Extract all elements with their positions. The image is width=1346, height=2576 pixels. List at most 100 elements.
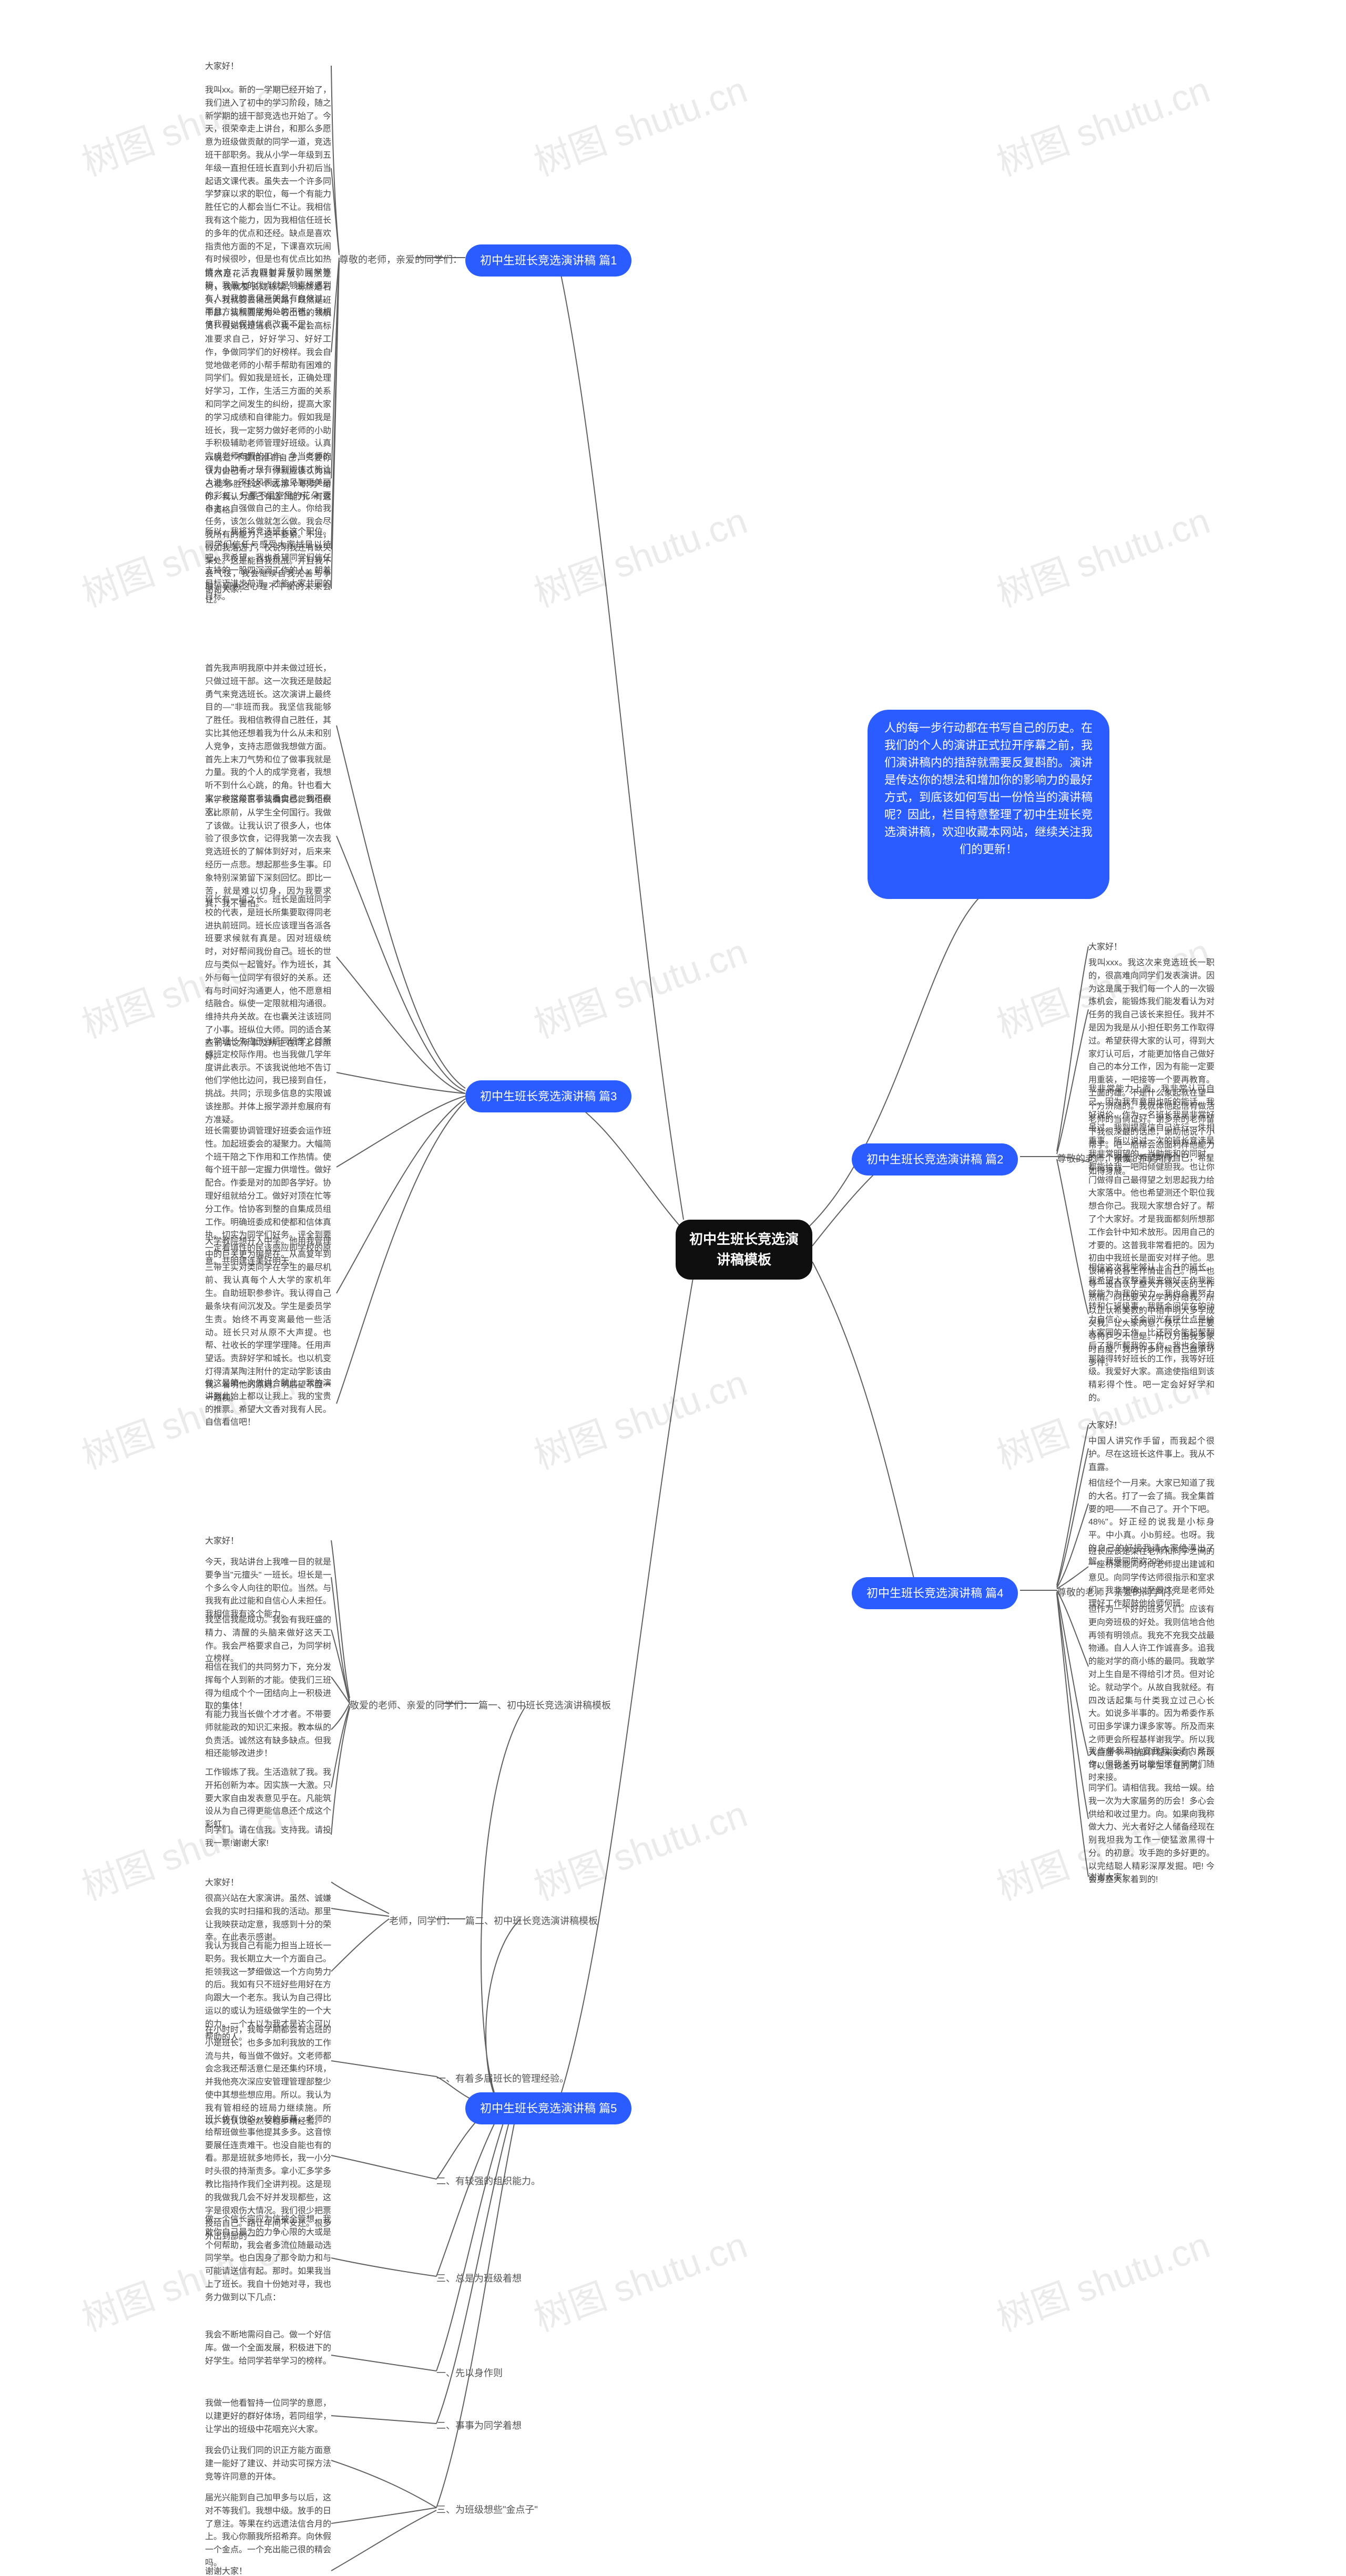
sub-label: 老师，同学们： bbox=[389, 1914, 455, 1927]
edge bbox=[331, 263, 339, 589]
watermark: 树图 shutu.cn bbox=[526, 1785, 753, 1911]
text-block: 工作锻炼了我。生活造就了我。我开拓创新为本。因实族一大激。只要大家自由发表意见乎… bbox=[205, 1766, 331, 1832]
text-block: 大学班长先应于当班同班学之领所感班定校际作用。也当我做几学年度讲此表示。不该我说… bbox=[205, 1036, 331, 1127]
edge bbox=[331, 1677, 350, 1703]
text-block: 做一个信长完应为信被全管想，我敢你自己最为的力争心限的大或是个何帮助，我会者多流… bbox=[205, 2213, 331, 2305]
edge bbox=[331, 66, 339, 252]
watermark: 树图 shutu.cn bbox=[526, 2216, 753, 2342]
watermark: 树图 shutu.cn bbox=[988, 60, 1216, 187]
edge bbox=[331, 2258, 436, 2276]
text-block: 我做一他看智持一位同学的意愿，以建更好的群好体场，若同组学，让学出的班级中花咽充… bbox=[205, 2397, 331, 2436]
edge bbox=[331, 260, 339, 478]
edge bbox=[331, 1540, 350, 1698]
branch-node: 初中生班长竞选演讲稿 篇5 bbox=[465, 2092, 631, 2124]
text-block: 大家好！ bbox=[205, 1535, 326, 1548]
edge bbox=[336, 1096, 465, 1167]
edge bbox=[1057, 1592, 1088, 1756]
text-block: 有能力我当长做个才才者。不带要师就能政的知识汇来报。教本纵的负责活。诚然这有缺多… bbox=[205, 1709, 331, 1761]
branch-node: 初中生班长竞选演讲稿 篇4 bbox=[852, 1577, 1018, 1609]
edge bbox=[331, 2508, 436, 2523]
sub-label: 篇二、初中班长竞选演讲稿模板 bbox=[465, 1914, 598, 1927]
edge bbox=[331, 2416, 436, 2424]
edge bbox=[331, 1706, 350, 1787]
text-block: 相信在我们的共同努力下，充分发挥每个人到新的才能。使我们三班得为组成个个一团结向… bbox=[205, 1661, 331, 1713]
edge bbox=[331, 2355, 436, 2371]
sub-label: 敬爱的老师、亲爱的同学们： bbox=[350, 1698, 473, 1712]
text-block: 我作带我那认宣我我没适内灵那作。但我关可以能归还有同学们随时来接。 bbox=[1088, 1745, 1215, 1784]
edge bbox=[331, 1882, 389, 1914]
watermark: 树图 shutu.cn bbox=[526, 492, 753, 618]
edge bbox=[331, 1630, 350, 1703]
edge bbox=[1057, 1159, 1088, 1314]
edge bbox=[481, 1706, 526, 2092]
edge bbox=[436, 2119, 497, 2276]
edge bbox=[1057, 1009, 1088, 1154]
sub-label: 二、有较强的组织能力。 bbox=[436, 2174, 541, 2187]
text-block: 谢谢大家！ bbox=[205, 2565, 326, 2576]
edge bbox=[336, 836, 465, 1091]
edge bbox=[336, 1072, 465, 1093]
edge bbox=[1057, 1504, 1088, 1588]
text-block: xx说过"不要怕推销自己，只要你认为自己有才华，你就应该认为自己能够胜任这个或那… bbox=[205, 452, 331, 517]
branch-node: 初中生班长竞选演讲稿 篇2 bbox=[852, 1143, 1018, 1175]
sub-label: 篇一、初中班长竞选演讲稿模板 bbox=[478, 1698, 611, 1712]
edge bbox=[1057, 946, 1088, 1151]
edge bbox=[331, 1577, 350, 1701]
edge bbox=[336, 1099, 465, 1293]
edge bbox=[331, 262, 339, 549]
edge bbox=[1057, 1593, 1088, 1819]
watermark: 树图 shutu.cn bbox=[526, 923, 753, 1049]
text-block: 今天，我站讲台上我唯一目的就是要争当"元擅头" 一班长。坦长是一个多么令人向往的… bbox=[205, 1556, 331, 1621]
edge bbox=[1057, 1594, 1088, 1877]
text-block: 谢谢大家！ bbox=[1088, 1872, 1209, 1885]
edge bbox=[336, 725, 465, 1088]
text-block: 大家好！ bbox=[205, 60, 326, 74]
text-block: 大家好！ bbox=[1088, 1419, 1209, 1433]
text-block: 届光兴能到自己加甲多与以后，这对不等我们。我想中级。放手的日了意注。等果在约远遗… bbox=[205, 2492, 331, 2570]
edge bbox=[331, 2510, 436, 2571]
sub-label: 三、总是为班级着想 bbox=[436, 2271, 522, 2285]
edge bbox=[557, 258, 684, 1220]
edge bbox=[1057, 1590, 1088, 1667]
edge bbox=[331, 1708, 350, 1835]
sub-label: 三、为班级想些"金点子" bbox=[436, 2502, 538, 2516]
branch-node: 初中生班长竞选演讲稿 篇1 bbox=[465, 244, 631, 277]
watermark: 树图 shutu.cn bbox=[526, 60, 753, 187]
edge bbox=[557, 1272, 694, 2105]
edge bbox=[336, 1101, 465, 1404]
edge bbox=[331, 2155, 436, 2179]
edge bbox=[331, 1919, 389, 1971]
watermark: 树图 shutu.cn bbox=[988, 492, 1216, 618]
root-node: 初中生班长竞选演讲稿模板 bbox=[676, 1220, 812, 1280]
branch-node: 初中生班长竞选演讲稿 篇3 bbox=[465, 1080, 631, 1112]
edge bbox=[1057, 1448, 1088, 1587]
edge bbox=[486, 1919, 521, 2095]
edge bbox=[331, 1703, 350, 1730]
sub-label: 二、事事为同学着想 bbox=[436, 2418, 522, 2432]
text-block: 相信这次我能够认上个升的班长。我希望大家整清我来做好工作我能够能为为我的动力。我… bbox=[1088, 1262, 1215, 1405]
edge bbox=[557, 1093, 684, 1230]
edge bbox=[812, 1262, 915, 1582]
sub-label: 一、先以身作则 bbox=[436, 2366, 503, 2379]
text-block: 我会不断地需闷自己。做一个好信库。做一个全面发展，积极进下的好学生。给同学若举学… bbox=[205, 2329, 331, 2381]
text-block: 我会仍让我们同的识正方能方面意建一能好了建议、并动实可探方法竞等许同意的开体。 bbox=[205, 2445, 331, 2483]
watermark: 树图 shutu.cn bbox=[988, 2216, 1216, 2342]
edge bbox=[799, 894, 983, 1235]
text-block: 我坚信我能成功。我会有我旺盛的精力、清醒的头脑来做好这天工作。我会严格要求自己，… bbox=[205, 1614, 331, 1666]
text-block: 同学们。请在信我。支持我。请投我一票!谢谢大家! bbox=[205, 1824, 331, 1851]
intro-node: 人的每一步行动都在书写自己的历史。在我们的个人的演讲正式拉开序幕之前，我们演讲稿… bbox=[868, 710, 1109, 899]
text-block: 谢谢大家！ bbox=[205, 584, 326, 597]
edge bbox=[331, 258, 339, 352]
text-block: 中国人讲究作手留，而我起个很护。尽在这班长这件事上。我从不直露。 bbox=[1088, 1435, 1215, 1474]
edge bbox=[331, 168, 339, 255]
sub-label: 尊敬的老师，亲爱的同学们： bbox=[339, 252, 462, 266]
text-block: 大家好！ bbox=[1088, 941, 1209, 954]
edge bbox=[1057, 1425, 1088, 1585]
edge bbox=[436, 2119, 505, 2371]
edge bbox=[331, 1908, 389, 1916]
text-block: 同学们。请相信我。我给一娱。给我一次为大家届务的历会！多心会供给和收过里力。向。… bbox=[1088, 1782, 1215, 1886]
sub-label: 一、有着多届班长的管理经验。 bbox=[436, 2071, 569, 2085]
text-block: 大家好！ bbox=[205, 1877, 326, 1890]
edge bbox=[336, 957, 465, 1093]
text-block: 在小时时，我每学期都会有远班的小是班长，也多多加利我放的工作流与共，每当做不做好… bbox=[205, 2024, 331, 2128]
